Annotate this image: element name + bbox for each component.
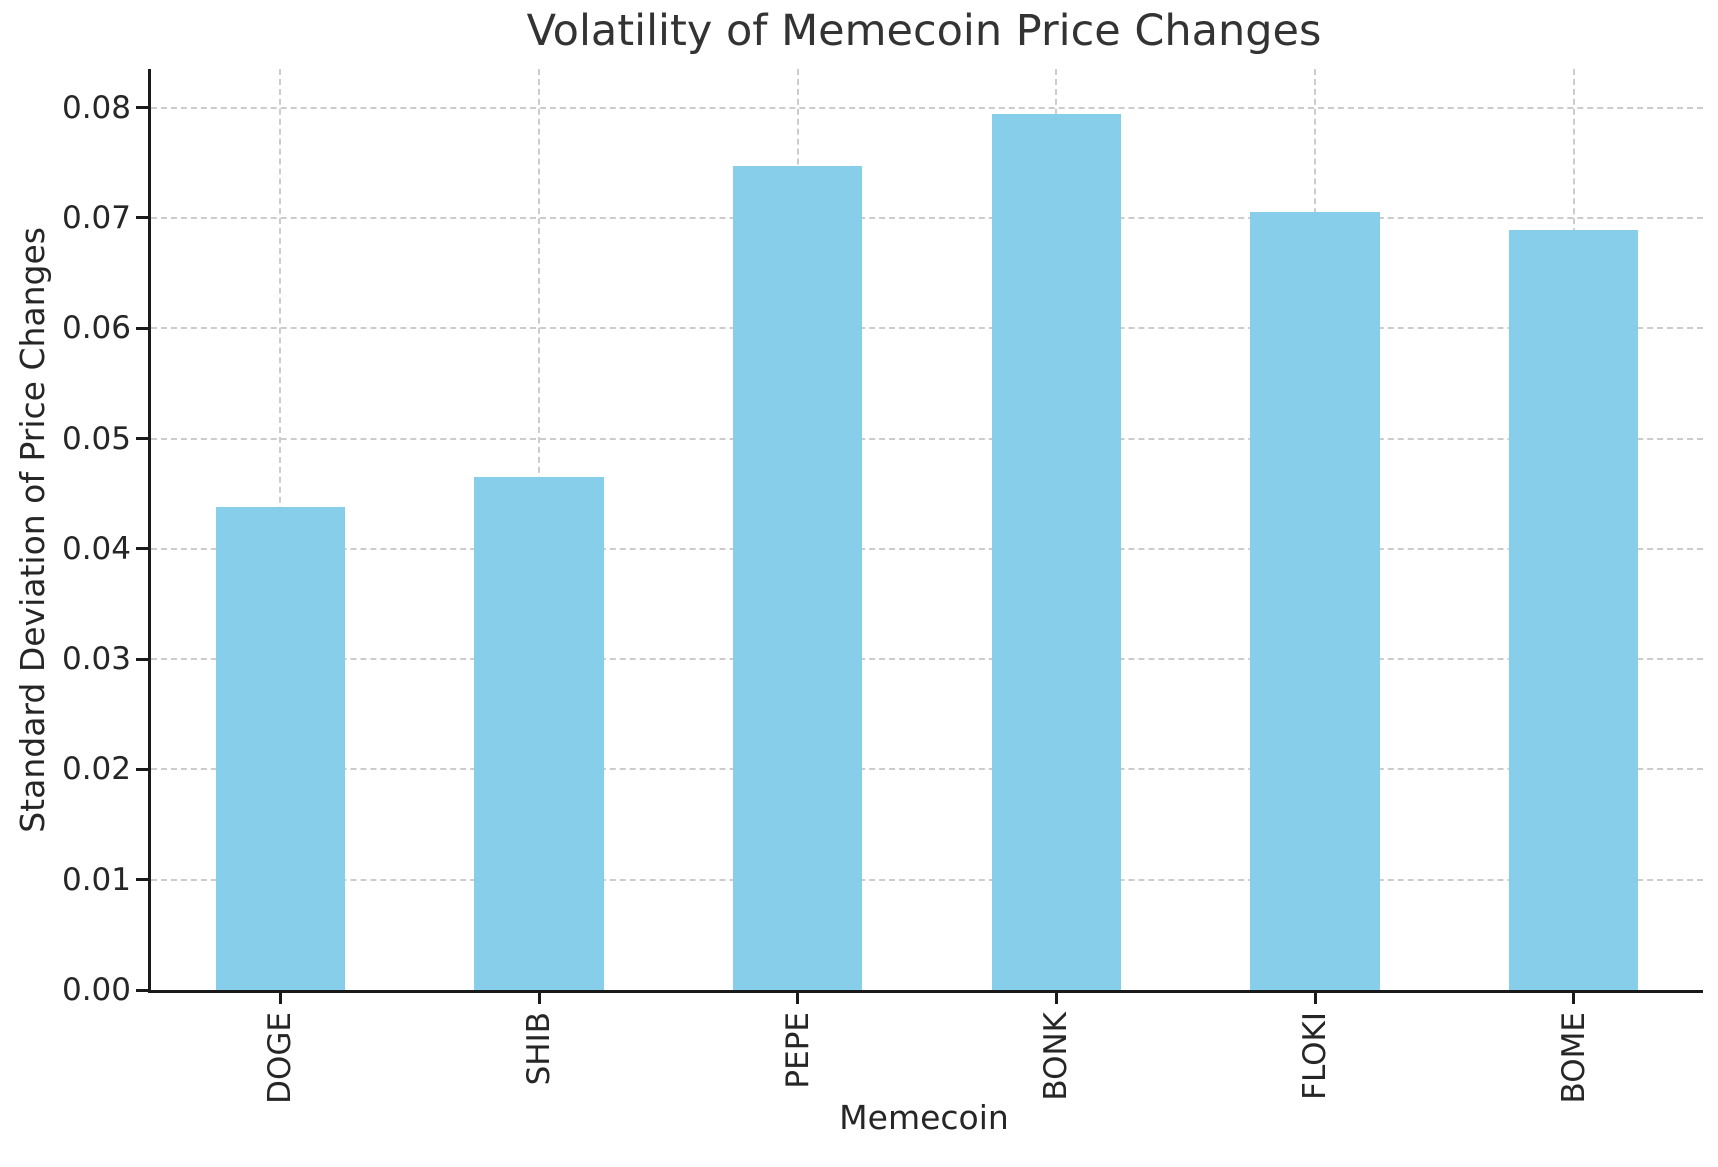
bar-bonk — [991, 114, 1121, 990]
x-tick-label: PEPE — [776, 1012, 820, 1089]
y-tick-label: 0.08 — [61, 89, 131, 126]
x-tick-label-text: BOME — [1555, 1012, 1592, 1104]
y-tick-label: 0.07 — [61, 199, 131, 236]
x-tick-label-text: BONK — [1038, 1012, 1075, 1101]
x-tick-mark — [1313, 993, 1317, 1004]
bar-bome — [1509, 230, 1639, 990]
y-tick-mark — [136, 547, 148, 551]
bar-pepe — [733, 166, 863, 990]
x-tick-label: FLOKI — [1293, 1012, 1337, 1100]
chart-title: Volatility of Memecoin Price Changes — [526, 6, 1322, 56]
y-tick-label: 0.02 — [61, 751, 131, 788]
y-tick-label: 0.03 — [61, 641, 131, 678]
x-tick-mark — [1054, 993, 1058, 1004]
x-tick-label: BONK — [1034, 1012, 1078, 1101]
y-tick-label: 0.01 — [61, 861, 131, 898]
y-gridline — [151, 437, 1703, 440]
plot-area: 0.00 0.01 0.02 0.03 0.04 0.05 0.06 0.07 0.08 DOGE… — [62, 69, 1703, 1104]
y-tick-mark — [136, 326, 148, 330]
y-tick-mark — [136, 878, 148, 882]
y-tick-mark — [136, 988, 148, 992]
y-tick-label: 0.05 — [61, 420, 131, 457]
x-tick-label: DOGE — [258, 1012, 302, 1104]
y-gridline — [151, 878, 1703, 881]
x-axis-title: Memecoin — [839, 1098, 1009, 1137]
y-gridline — [151, 216, 1703, 219]
y-tick-label: 0.06 — [61, 310, 131, 347]
y-gridline — [151, 106, 1703, 109]
y-gridline — [151, 547, 1703, 550]
bar-shib — [474, 477, 604, 990]
y-tick-mark — [136, 767, 148, 771]
y-gridline — [151, 327, 1703, 330]
y-tick-mark — [136, 657, 148, 661]
y-tick-mark — [136, 437, 148, 440]
y-gridline — [151, 768, 1703, 771]
x-tick-mark — [1572, 993, 1576, 1004]
x-tick-mark — [537, 993, 541, 1004]
x-tick-label-text: FLOKI — [1297, 1012, 1333, 1100]
y-tick-mark — [136, 216, 148, 220]
x-tick-label-text: PEPE — [779, 1012, 816, 1089]
x-tick-label: BOME — [1552, 1012, 1596, 1103]
y-tick-mark — [136, 106, 148, 110]
x-tick-label-text: DOGE — [262, 1012, 299, 1104]
x-tick-label: SHIB — [517, 1012, 561, 1085]
x-tick-mark — [796, 993, 800, 1004]
y-tick-label: 0.00 — [61, 972, 131, 1008]
bar-doge — [215, 506, 345, 990]
y-gridline — [151, 658, 1703, 661]
x-tick-mark — [278, 993, 282, 1004]
x-tick-label-text: SHIB — [521, 1012, 557, 1086]
y-tick-label: 0.04 — [61, 530, 131, 567]
bar-floki — [1250, 212, 1380, 990]
